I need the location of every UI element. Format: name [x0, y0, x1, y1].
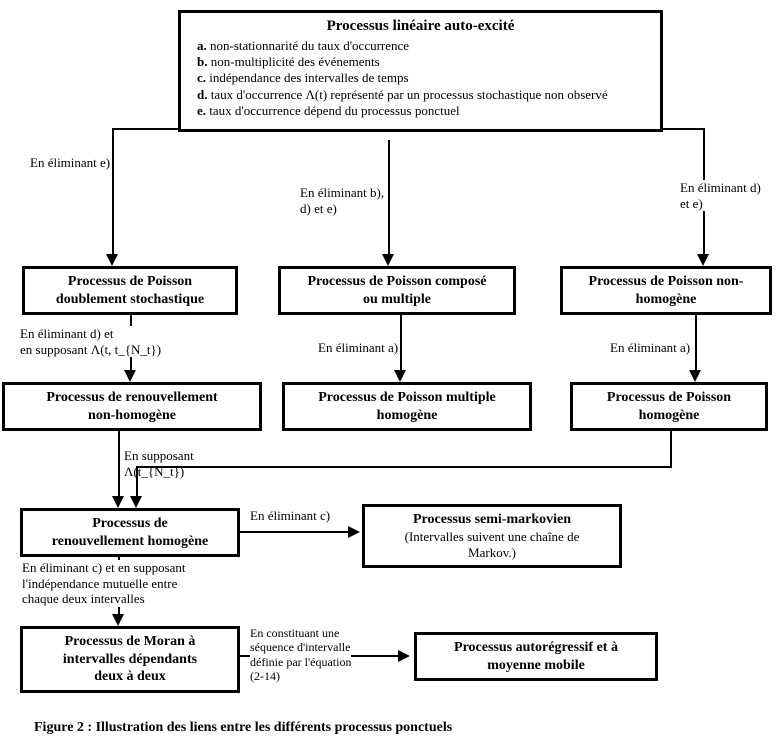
label-elim-de: En éliminant d) et e) [680, 180, 761, 211]
line-top-mid-v [388, 140, 390, 256]
box-homog: Processus de Poisson homogène [570, 382, 768, 431]
arrow-renew-nh-down [112, 496, 124, 508]
arrow-nonhomog-down [689, 370, 701, 382]
compose-l2: ou multiple [287, 291, 507, 309]
box-renew-h: Processus de renouvellement homogène [20, 508, 240, 557]
prop-b: non-multiplicité des événements [211, 54, 380, 69]
box-semi-markov: Processus semi-markovien (Intervalles su… [362, 504, 622, 568]
arrow-top-right [697, 254, 709, 266]
moran-l2: intervalles dépendants [29, 651, 231, 669]
line-top-left-h [112, 128, 178, 130]
prop-d: taux d'occurrence Λ(t) représenté par un… [211, 87, 608, 102]
box-doubly: Processus de Poisson doublement stochast… [22, 266, 238, 315]
line-homog-into [136, 466, 138, 498]
box-arma: Processus autorégressif et à moyenne mob… [414, 632, 658, 681]
mult-homog-l2: homogène [291, 407, 523, 425]
top-props: a. non-stationnarité du taux d'occurrenc… [187, 36, 654, 125]
line-top-left-v [112, 128, 114, 256]
line-nonhomog-down [695, 312, 697, 372]
arrow-renewh-down [112, 614, 124, 626]
arrow-doubly-down [124, 370, 136, 382]
label-elim-bde: En éliminant b), d) et e) [300, 185, 384, 216]
semi-markov-sub: (Intervalles suivent une chaîne de Marko… [371, 529, 613, 562]
renew-nh-l2: non-homogène [11, 407, 253, 425]
nonhomog-l2: homogène [569, 291, 763, 309]
box-mult-homog: Processus de Poisson multiple homogène [282, 382, 532, 431]
prop-c: indépendance des intervalles de temps [209, 70, 408, 85]
arrow-top-left [106, 254, 118, 266]
label-elim-a-mid: En éliminant a) [318, 340, 398, 356]
arrow-top-mid [382, 254, 394, 266]
renew-h-l1: Processus de [29, 515, 231, 533]
arrow-to-semimarkov [348, 526, 360, 538]
box-top: Processus linéaire auto-excité a. non-st… [178, 10, 663, 132]
arrow-compose-down [394, 370, 406, 382]
arrow-to-arma [398, 650, 410, 662]
moran-l1: Processus de Moran à [29, 633, 231, 651]
line-to-semimarkov [240, 531, 350, 533]
label-elim-d-supp: En éliminant d) et en supposant Λ(t, t_{… [20, 326, 161, 357]
line-renew-nh-down [118, 428, 120, 498]
homog-l1: Processus de Poisson [579, 389, 759, 407]
renew-h-l2: renouvellement homogène [29, 533, 231, 551]
moran-l3: deux à deux [29, 668, 231, 686]
renew-nh-l1: Processus de renouvellement [11, 389, 253, 407]
top-title: Processus linéaire auto-excité [187, 17, 654, 36]
arrow-homog-into [130, 496, 142, 508]
line-top-right-h [663, 128, 705, 130]
line-compose-down [400, 312, 402, 372]
arma-l1: Processus autorégressif et à [423, 639, 649, 657]
label-elim-e: En éliminant e) [30, 155, 110, 171]
box-nonhomog: Processus de Poisson non- homogène [560, 266, 772, 315]
box-moran: Processus de Moran à intervalles dépenda… [20, 626, 240, 693]
homog-l2: homogène [579, 407, 759, 425]
box-renew-nh: Processus de renouvellement non-homogène [2, 382, 262, 431]
label-elim-a-right: En éliminant a) [610, 340, 690, 356]
prop-e: taux d'occurrence dépend du processus po… [209, 103, 459, 118]
figure-caption: Figure 2 : Illustration des liens entre … [34, 720, 452, 736]
label-elim-c: En éliminant c) [250, 508, 330, 524]
box-compose: Processus de Poisson composé ou multiple [278, 266, 516, 315]
compose-l1: Processus de Poisson composé [287, 273, 507, 291]
doubly-l2: doublement stochastique [31, 291, 229, 309]
label-elim-c-supp: En éliminant c) et en supposant l'indépe… [22, 560, 186, 607]
mult-homog-l1: Processus de Poisson multiple [291, 389, 523, 407]
line-homog-across [136, 466, 672, 468]
line-homog-down [670, 428, 672, 468]
nonhomog-l1: Processus de Poisson non- [569, 273, 763, 291]
doubly-l1: Processus de Poisson [31, 273, 229, 291]
prop-a: non-stationnarité du taux d'occurrence [210, 38, 409, 53]
label-seq: En constituant une séquence d'intervalle… [250, 626, 351, 684]
arma-l2: moyenne mobile [423, 657, 649, 675]
semi-markov-l1: Processus semi-markovien [371, 511, 613, 529]
label-supp: En supposant Λ(t_{N_t}) [124, 448, 194, 479]
